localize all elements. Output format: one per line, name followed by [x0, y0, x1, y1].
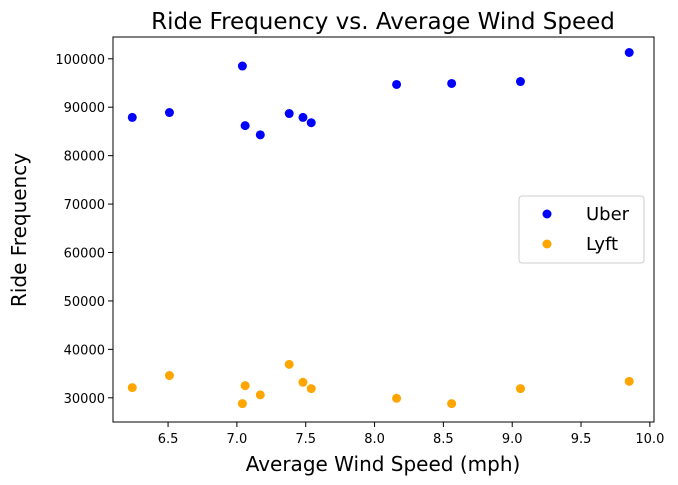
x-tick-label: 8.0 — [364, 432, 385, 447]
data-point-lyft — [237, 399, 247, 409]
legend-label-lyft: Lyft — [586, 234, 618, 255]
plot-area — [127, 47, 634, 409]
data-point-lyft — [392, 393, 402, 403]
chart-title: Ride Frequency vs. Average Wind Speed — [151, 9, 615, 35]
legend-marker-lyft — [542, 239, 552, 249]
data-point-lyft — [447, 399, 457, 409]
y-tick-label: 40000 — [64, 343, 105, 358]
x-axis-title: Average Wind Speed (mph) — [246, 452, 521, 476]
data-point-lyft — [127, 383, 137, 393]
data-point-uber — [284, 109, 294, 119]
data-point-lyft — [255, 390, 265, 400]
data-point-uber — [306, 118, 316, 128]
y-tick-label: 90000 — [64, 101, 105, 116]
data-point-uber — [447, 78, 457, 88]
y-tick-label: 80000 — [64, 150, 105, 165]
x-tick-label: 9.0 — [502, 432, 523, 447]
data-point-lyft — [298, 377, 308, 387]
data-point-uber — [392, 79, 402, 89]
data-point-lyft — [624, 376, 634, 386]
data-point-lyft — [240, 381, 250, 391]
plot-frame — [112, 36, 655, 423]
x-tick-label: 9.5 — [571, 432, 592, 447]
data-point-uber — [255, 130, 265, 140]
legend-label-uber: Uber — [586, 204, 630, 225]
data-point-uber — [298, 112, 308, 122]
y-tick-label: 100000 — [55, 53, 105, 68]
x-tick-label: 7.0 — [227, 432, 248, 447]
data-point-uber — [237, 61, 247, 71]
x-axis: 6.5 7.0 7.5 8.0 8.5 9.0 9.5 10.0 — [158, 422, 664, 447]
data-point-uber — [127, 112, 137, 122]
legend-marker-uber — [542, 209, 552, 219]
data-point-lyft — [164, 371, 174, 381]
data-point-lyft — [284, 359, 294, 369]
x-tick-label: 10.0 — [635, 432, 664, 447]
y-tick-label: 50000 — [64, 295, 105, 310]
data-point-uber — [240, 121, 250, 131]
x-tick-label: 8.5 — [433, 432, 454, 447]
y-axis: 30000 40000 50000 60000 70000 80000 90000 10000… — [55, 53, 113, 407]
data-point-lyft — [306, 384, 316, 394]
y-tick-label: 70000 — [64, 198, 105, 213]
data-point-uber — [515, 77, 525, 87]
legend: Uber Lyft — [518, 195, 645, 264]
data-point-uber — [164, 108, 174, 118]
x-tick-label: 7.5 — [295, 432, 316, 447]
data-point-lyft — [515, 384, 525, 394]
y-axis-title: Ride Frequency — [7, 153, 31, 307]
y-tick-label: 30000 — [64, 392, 105, 407]
y-tick-label: 60000 — [64, 247, 105, 262]
x-tick-label: 6.5 — [158, 432, 179, 447]
data-point-uber — [624, 47, 634, 57]
